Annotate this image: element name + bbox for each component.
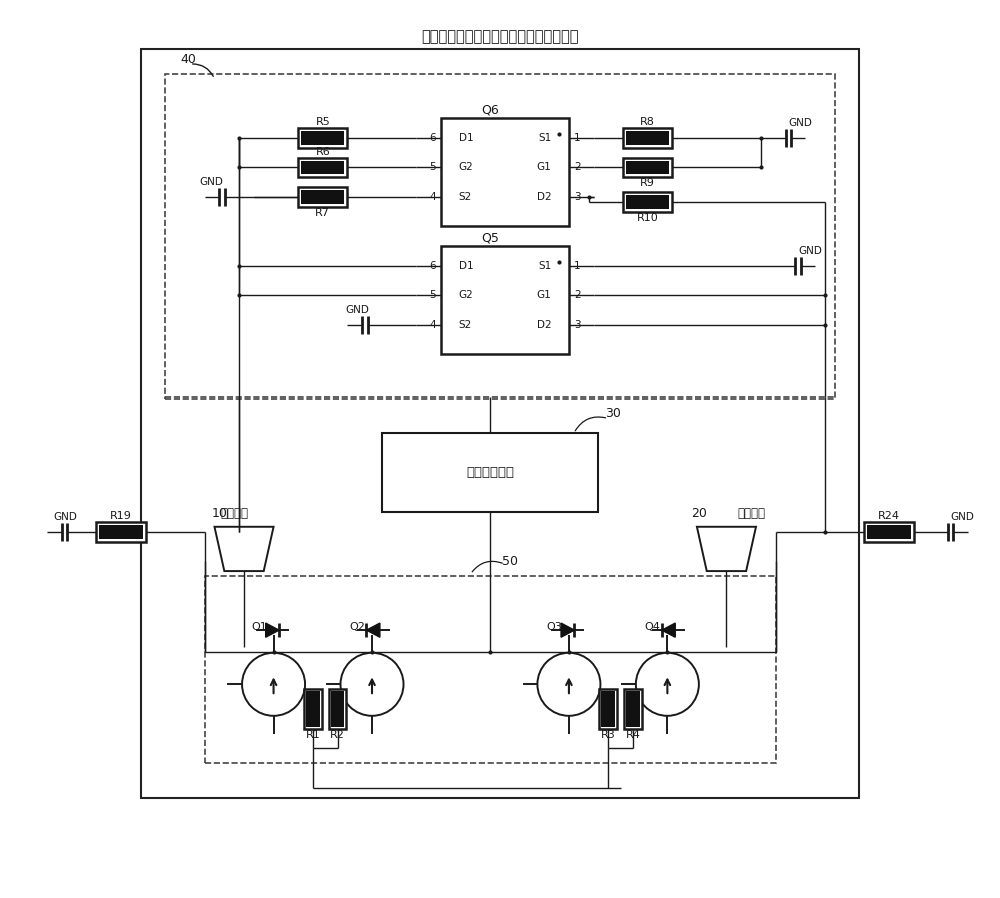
Bar xyxy=(329,690,346,728)
Text: Q3: Q3 xyxy=(546,622,562,632)
Text: 6: 6 xyxy=(429,133,436,143)
Text: 设备电源模块: 设备电源模块 xyxy=(466,466,514,480)
Text: GND: GND xyxy=(788,119,812,128)
Bar xyxy=(623,128,672,148)
Text: S1: S1 xyxy=(538,261,551,271)
Bar xyxy=(99,524,143,539)
Bar xyxy=(626,161,669,174)
Bar xyxy=(298,157,347,177)
Text: D2: D2 xyxy=(537,320,551,330)
Text: S1: S1 xyxy=(538,133,551,143)
Text: Q2: Q2 xyxy=(349,622,365,632)
Text: G1: G1 xyxy=(536,290,551,301)
Text: 3: 3 xyxy=(574,320,580,330)
Bar xyxy=(205,576,776,763)
Text: 1: 1 xyxy=(574,133,580,143)
Bar xyxy=(867,524,911,539)
Text: 1: 1 xyxy=(574,261,580,271)
Text: GND: GND xyxy=(345,305,369,315)
Bar xyxy=(331,691,344,726)
Text: G2: G2 xyxy=(459,163,473,172)
Text: R8: R8 xyxy=(640,117,655,128)
Text: R3: R3 xyxy=(601,730,616,741)
Text: R10: R10 xyxy=(637,213,659,223)
Text: 2: 2 xyxy=(574,290,580,301)
Bar xyxy=(298,187,347,207)
Bar xyxy=(601,691,615,726)
Text: D2: D2 xyxy=(537,192,551,202)
Text: R5: R5 xyxy=(315,117,330,128)
Bar xyxy=(864,522,914,541)
Text: 10: 10 xyxy=(211,507,227,521)
Bar xyxy=(304,690,322,728)
Bar xyxy=(626,195,669,208)
Bar xyxy=(626,131,669,145)
Text: 第一接口: 第一接口 xyxy=(220,507,248,521)
Bar xyxy=(301,190,344,204)
Text: 4: 4 xyxy=(429,192,436,202)
Bar xyxy=(441,119,569,226)
Bar xyxy=(165,74,835,399)
Text: 3: 3 xyxy=(574,192,580,202)
Text: 50: 50 xyxy=(502,555,518,568)
Text: S2: S2 xyxy=(459,320,472,330)
Text: GND: GND xyxy=(951,512,975,522)
Text: R6: R6 xyxy=(315,146,330,156)
Bar xyxy=(301,131,344,145)
Text: GND: GND xyxy=(200,177,223,187)
Text: Q5: Q5 xyxy=(481,232,499,245)
Text: 2: 2 xyxy=(574,163,580,172)
Bar xyxy=(623,192,672,212)
Polygon shape xyxy=(266,623,279,638)
Text: D1: D1 xyxy=(459,133,473,143)
Polygon shape xyxy=(366,623,380,638)
Text: R1: R1 xyxy=(306,730,320,741)
Text: 6: 6 xyxy=(429,261,436,271)
Text: R4: R4 xyxy=(625,730,640,741)
Bar xyxy=(441,246,569,355)
Bar xyxy=(626,691,640,726)
Text: 5: 5 xyxy=(429,163,436,172)
Text: 20: 20 xyxy=(691,507,707,521)
Bar xyxy=(301,161,344,174)
Text: 5: 5 xyxy=(429,290,436,301)
Bar xyxy=(306,691,320,726)
Bar xyxy=(599,690,617,728)
Bar xyxy=(298,128,347,148)
Text: Q6: Q6 xyxy=(481,104,499,117)
Text: GND: GND xyxy=(798,246,822,256)
Text: D1: D1 xyxy=(459,261,473,271)
Polygon shape xyxy=(662,623,675,638)
Text: 30: 30 xyxy=(605,407,621,420)
Text: G2: G2 xyxy=(459,290,473,301)
Text: G1: G1 xyxy=(536,163,551,172)
Bar xyxy=(624,690,642,728)
Bar xyxy=(96,522,146,541)
Text: 40: 40 xyxy=(180,53,196,66)
Text: 第二接口: 第二接口 xyxy=(737,507,765,521)
Text: R2: R2 xyxy=(330,730,345,741)
Bar xyxy=(382,433,598,512)
Text: R24: R24 xyxy=(878,511,900,521)
Bar xyxy=(141,49,859,797)
Text: R7: R7 xyxy=(315,207,330,217)
Text: Q4: Q4 xyxy=(645,622,661,632)
Text: 4: 4 xyxy=(429,320,436,330)
Text: Q1: Q1 xyxy=(251,622,267,632)
Bar xyxy=(623,157,672,177)
Text: 盲插电路、多接口的电子设备及供电系统: 盲插电路、多接口的电子设备及供电系统 xyxy=(421,29,579,44)
Text: R9: R9 xyxy=(640,178,655,189)
Text: S2: S2 xyxy=(459,192,472,202)
Text: R19: R19 xyxy=(110,511,132,521)
Text: GND: GND xyxy=(53,512,77,522)
Polygon shape xyxy=(561,623,574,638)
